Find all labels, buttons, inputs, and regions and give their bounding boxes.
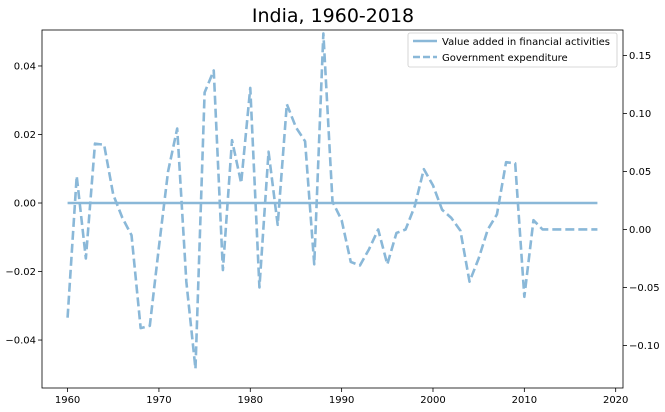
y-right-tick-label: −0.10 xyxy=(629,341,660,352)
x-tick-label: 1960 xyxy=(55,395,80,406)
y-right-tick-label: 0.00 xyxy=(629,225,651,236)
y-right-tick-label: 0.15 xyxy=(629,51,651,62)
axes-layer: 1960 1970 1980 1990 2000 2010 2020 −0.04 −0.02 0.… xyxy=(5,51,659,406)
y-right-tick-label: 0.05 xyxy=(629,167,651,178)
x-tick-label: 2010 xyxy=(512,395,537,406)
y-left-tick-label: 0.00 xyxy=(14,199,36,210)
y-left-tick-label: −0.04 xyxy=(5,336,36,347)
y-right-tick-label: 0.10 xyxy=(629,109,651,120)
x-tick-label: 2020 xyxy=(603,395,628,406)
x-tick-label: 1970 xyxy=(146,395,171,406)
y-left-tick-label: 0.02 xyxy=(14,130,36,141)
y-left-tick-label: 0.04 xyxy=(14,61,36,72)
legend-label-financial: Value added in financial activities xyxy=(442,37,610,48)
x-tick-label: 1980 xyxy=(238,395,263,406)
series-layer xyxy=(66,32,598,371)
legend-label-government: Government expenditure xyxy=(442,53,568,64)
legend-box xyxy=(407,32,618,68)
x-tick-label: 1990 xyxy=(329,395,354,406)
plot-frame xyxy=(41,29,624,389)
y-left-tick-label: −0.02 xyxy=(5,267,36,278)
y-right-tick-label: −0.05 xyxy=(629,283,660,294)
legend: Value added in financial activities Gove… xyxy=(407,32,618,68)
x-tick-label: 2000 xyxy=(420,395,445,406)
chart-title: India, 1960-2018 xyxy=(252,5,414,27)
series-line-government-expenditure xyxy=(66,32,598,371)
